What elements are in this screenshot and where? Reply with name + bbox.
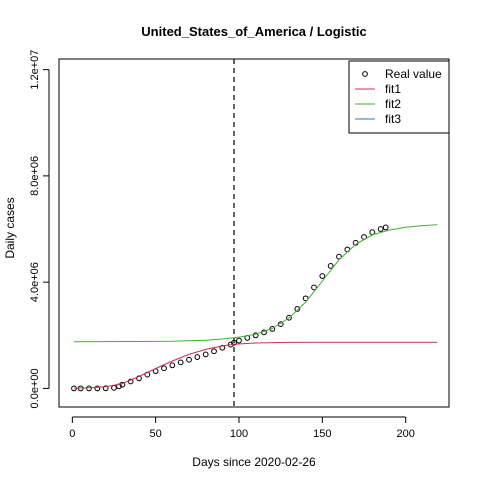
legend-marker-real-value	[362, 71, 368, 77]
legend-label-fit1: fit1	[385, 82, 401, 96]
y-tick-label: 0.0e+00	[29, 368, 41, 408]
y-axis-label: Daily cases	[3, 197, 17, 258]
data-point-real-value	[252, 332, 259, 339]
data-point-real-value	[186, 356, 192, 363]
data-point-real-value	[94, 385, 101, 392]
legend-label-fit2: fit2	[385, 97, 401, 111]
legend-box	[348, 60, 450, 134]
data-point-real-value	[111, 384, 117, 391]
data-point-real-value	[136, 375, 142, 382]
chart-title: United_States_of_America / Logistic	[141, 24, 366, 39]
data-point-real-value	[236, 337, 242, 344]
series-line-fit2	[73, 224, 438, 343]
data-point-real-value	[211, 348, 217, 355]
y-tick-label: 8.0e+06	[29, 156, 41, 196]
data-point-real-value	[202, 351, 209, 358]
data-point-real-value	[382, 224, 389, 231]
data-point-real-value	[336, 253, 342, 260]
data-point-real-value	[286, 314, 292, 321]
data-point-real-value	[194, 354, 201, 360]
data-point-real-value	[377, 226, 384, 232]
data-point-real-value	[177, 359, 184, 366]
x-tick-label: 100	[230, 428, 248, 440]
data-point-real-value	[119, 381, 126, 388]
data-point-real-value	[311, 284, 317, 291]
plot-area: 0 50 100 150 200 0.0e+00 4.0e+06 8.0e+06 1.2e+07	[29, 50, 450, 440]
data-point-real-value	[327, 263, 334, 269]
data-point-real-value	[369, 229, 376, 236]
data-point-real-value	[219, 344, 226, 351]
x-tick-label: 50	[150, 428, 162, 440]
data-point-real-value	[102, 385, 109, 392]
y-tick-label: 1.2e+07	[29, 50, 41, 90]
data-layer	[71, 224, 438, 392]
data-point-real-value	[161, 365, 167, 372]
x-tick-label: 200	[396, 428, 414, 440]
data-point-real-value	[319, 273, 326, 279]
x-tick-label: 150	[313, 428, 331, 440]
data-point-real-value	[86, 385, 92, 392]
y-tick-label: 4.0e+06	[29, 262, 41, 302]
data-point-real-value	[169, 362, 176, 369]
data-point-real-value	[294, 306, 301, 312]
series-line-fit1	[73, 341, 438, 389]
legend-label-fit3: fit3	[385, 112, 401, 126]
legend-label-real-value: Real value	[385, 67, 442, 81]
plot-border	[58, 58, 450, 408]
x-tick-label: 0	[69, 428, 75, 440]
x-axis-label: Days since 2020-02-26	[192, 455, 316, 469]
